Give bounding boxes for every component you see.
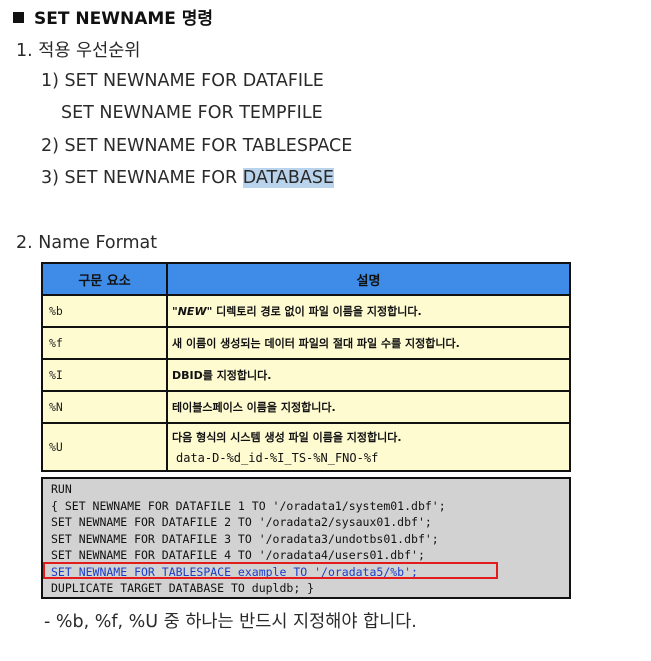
format-code: %N — [41, 390, 168, 424]
format-description: 테이블스페이스 이름을 지정합니다. — [166, 390, 571, 424]
format-code: %f — [41, 326, 168, 360]
table-row: %U 다음 형식의 시스템 생성 파일 이름을 지정합니다. data-D-%d_… — [41, 422, 571, 472]
name-format-table: 구문 요소 설명 %b "NEW" 디렉토리 경로 없이 파일 이름을 지정합니… — [41, 262, 571, 472]
format-code: %I — [41, 358, 168, 392]
priority-item-3: 3) SET NEWNAME FOR DATABASE — [41, 168, 334, 188]
table-row: %N 테이블스페이스 이름을 지정합니다. — [41, 390, 571, 424]
column-header-description: 설명 — [166, 262, 571, 296]
priority-item-2: 2) SET NEWNAME FOR TABLESPACE — [41, 136, 353, 156]
square-bullet-icon — [13, 12, 24, 23]
table-header-row: 구문 요소 설명 — [41, 262, 571, 296]
table-row: %I DBID를 지정합니다. — [41, 358, 571, 392]
format-example: data-D-%d_id-%I_TS-%N_FNO-%f — [176, 451, 379, 465]
footnote: - %b, %f, %U 중 하나는 반드시 지정해야 합니다. — [44, 612, 417, 632]
format-description: 새 이름이 생성되는 데이터 파일의 절대 파일 수를 지정합니다. — [166, 326, 571, 360]
code-line: RUN — [51, 482, 72, 496]
priority-item-1: 1) SET NEWNAME FOR DATAFILE — [41, 71, 324, 91]
table-row: %b "NEW" 디렉토리 경로 없이 파일 이름을 지정합니다. — [41, 294, 571, 328]
format-description: DBID를 지정합니다. — [166, 358, 571, 392]
code-line: SET NEWNAME FOR DATAFILE 2 TO '/oradata2… — [51, 515, 432, 529]
code-line-highlighted: SET NEWNAME FOR TABLESPACE example TO '/… — [51, 564, 418, 579]
format-description: 다음 형식의 시스템 생성 파일 이름을 지정합니다. data-D-%d_id-… — [166, 422, 571, 472]
format-code: %U — [41, 422, 168, 472]
table-row: %f 새 이름이 생성되는 데이터 파일의 절대 파일 수를 지정합니다. — [41, 326, 571, 360]
section1-heading: 1. 적용 우선순위 — [16, 41, 141, 61]
highlight-box — [43, 562, 498, 579]
priority-item-1b: SET NEWNAME FOR TEMPFILE — [61, 103, 323, 123]
section2-heading: 2. Name Format — [16, 233, 158, 253]
code-line: DUPLICATE TARGET DATABASE TO dupldb; } — [51, 581, 315, 595]
code-line: SET NEWNAME FOR DATAFILE 4 TO '/oradata4… — [51, 548, 425, 562]
code-line: SET NEWNAME FOR DATAFILE 3 TO '/oradata3… — [51, 531, 439, 546]
format-code: %b — [41, 294, 168, 328]
format-description: "NEW" 디렉토리 경로 없이 파일 이름을 지정합니다. — [166, 294, 571, 328]
code-line: { SET NEWNAME FOR DATAFILE 1 TO '/oradat… — [51, 498, 446, 513]
page-title: SET NEWNAME 명령 — [13, 4, 213, 29]
selected-text-highlight[interactable]: DATABASE — [242, 168, 334, 188]
column-header-element: 구문 요소 — [41, 262, 168, 296]
rman-example-block: RUN { SET NEWNAME FOR DATAFILE 1 TO '/or… — [41, 477, 571, 599]
